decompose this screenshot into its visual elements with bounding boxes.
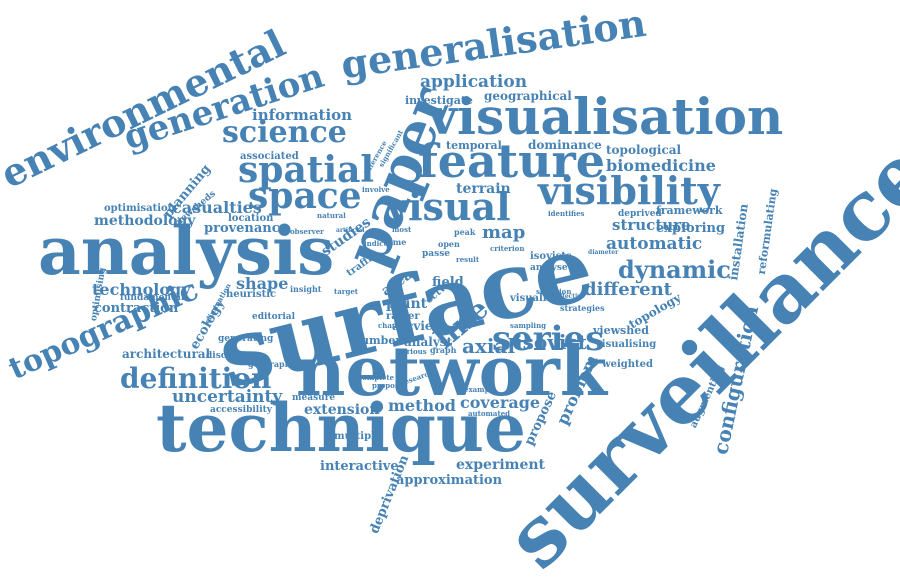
word-target: target (334, 287, 359, 296)
word-artificial: artificial (336, 227, 365, 234)
word-involve: involve (362, 185, 390, 194)
word-automatic: automatic (606, 234, 703, 254)
word-editorial: editorial (252, 312, 296, 322)
word-application: application (420, 72, 528, 92)
word-different: different (584, 279, 672, 300)
word-technology: technology (92, 280, 191, 299)
word-indice: indice (364, 239, 389, 248)
word-effective: effective (556, 293, 585, 300)
word-interactive: interactive (320, 459, 399, 474)
word-generating: generating (218, 334, 274, 344)
word-heuristic: heuristic (226, 289, 277, 300)
word-contraction: contraction (94, 301, 179, 316)
word-number: number (353, 334, 402, 347)
word-axial: axial (462, 334, 516, 358)
word-shape: shape (236, 274, 289, 293)
word-isovist: isovist (515, 330, 587, 354)
word-example: example (464, 385, 497, 394)
word-analyse: analyse (530, 263, 568, 273)
word-feature: feature (418, 134, 606, 188)
word-fundamental: fundamental (120, 293, 185, 303)
word-passe: passe (422, 249, 450, 259)
word-coverage: coverage (460, 393, 541, 412)
word-uncertainty: uncertainty (172, 387, 283, 407)
word-approximation: approximation (396, 473, 503, 488)
word-science: science (222, 115, 347, 150)
word-extension: extension (304, 402, 380, 418)
word-framework: framework (656, 204, 723, 217)
word-temporal: temporal (446, 139, 502, 152)
word-diameter: diameter (588, 249, 619, 256)
word-visual: visual (386, 184, 511, 229)
word-complete: complete (358, 373, 395, 382)
word-geographical: geographical (484, 89, 572, 103)
word-weighted: weighted (602, 359, 654, 370)
word-optimisation: optimisation (104, 203, 175, 214)
word-viewshed: viewshed (593, 324, 649, 337)
word-network: network (296, 332, 607, 412)
word-natural: natural (317, 211, 346, 220)
word-analyst: analyst (404, 335, 453, 349)
word-space: space (248, 175, 362, 217)
word-automated: automated (468, 409, 511, 418)
word-technique: technique (156, 389, 526, 467)
word-location: location (228, 213, 274, 224)
word-visualise: visualise (510, 293, 559, 304)
word-graph: graph (430, 345, 457, 355)
word-geographic: geographic (248, 359, 299, 369)
word-analysis: analysis (38, 212, 335, 290)
word-strategies: strategies (560, 303, 605, 313)
word-various: various (398, 347, 427, 356)
word-observer: observer (290, 227, 324, 236)
word-criterion: criterion (490, 244, 525, 253)
word-provenance: provenance (204, 221, 288, 236)
word-arcview: arcview (392, 319, 443, 333)
word-definition: definition (120, 362, 272, 395)
word-dynamic: dynamic (618, 255, 731, 284)
word-measure: measure (292, 393, 336, 403)
word-associated: associated (240, 151, 299, 162)
word-topological: topological (606, 143, 682, 157)
word-method: method (388, 396, 456, 415)
word-multiple: multiple (334, 431, 382, 442)
word-visualisation: visualisation (428, 87, 784, 146)
word-identifies: identifies (548, 209, 585, 218)
word-experiment: experiment (456, 457, 546, 473)
word-investigate: investigate (405, 94, 473, 107)
word-map: map (482, 222, 526, 243)
word-insight: insight (290, 284, 322, 294)
word-structure: structure (612, 216, 691, 234)
word-terrain: terrain (456, 181, 511, 197)
word-deprived: deprived (618, 209, 662, 219)
word-series: series (492, 319, 605, 359)
word-sampling: sampling (510, 321, 547, 330)
word-raster: raster (386, 311, 420, 322)
word-exploring: exploring (656, 221, 726, 236)
word-peak: peak (454, 227, 476, 237)
word-visibility: visibility (538, 168, 720, 213)
word-spatial: spatial (238, 149, 375, 191)
word-point: point (386, 296, 428, 312)
word-architectural: architectural (122, 347, 211, 361)
word-result: result (456, 255, 480, 264)
word-time: time (386, 237, 407, 247)
word-biomedicine: biomedicine (606, 156, 716, 175)
word-most: most (392, 225, 412, 234)
word-information: information (252, 106, 353, 124)
word-visualising: visualising (596, 339, 657, 350)
word-casualties: casualties (172, 198, 262, 217)
word-discussion: discussion (206, 351, 259, 361)
word-proposal: proposal (372, 381, 406, 390)
word-field: field (432, 275, 464, 290)
word-dominance: dominance (528, 138, 602, 152)
word-open: open (438, 239, 460, 249)
word-methodology: methodology (94, 213, 196, 229)
word-isovists: isovists (530, 251, 572, 262)
word-channel: channel (378, 321, 410, 330)
word-accessibility: accessibility (210, 405, 273, 415)
word-selection: selection (536, 287, 572, 296)
